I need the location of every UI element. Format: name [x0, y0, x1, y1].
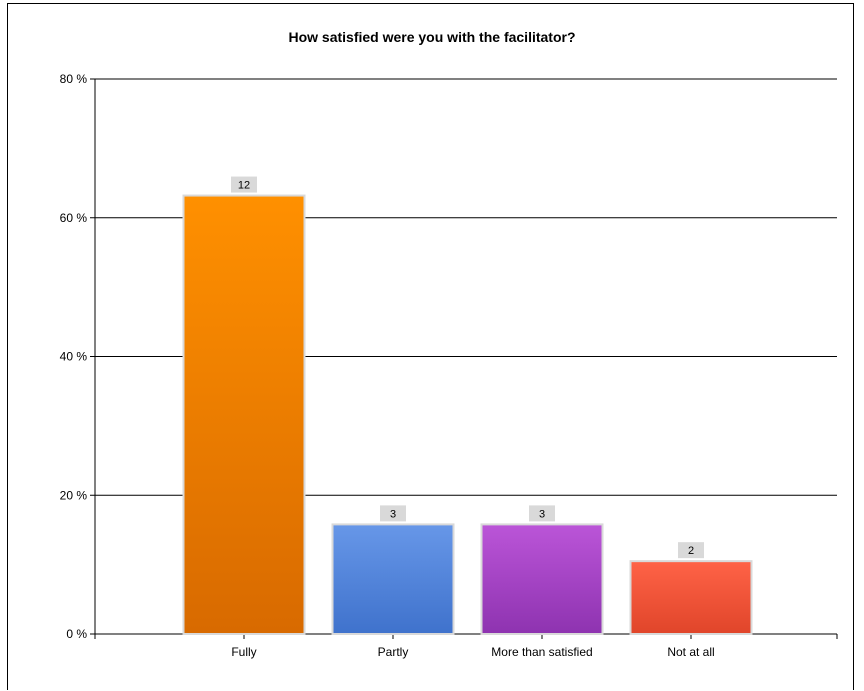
- y-tick-labels: 0 % 20 % 40 % 60 % 80 %: [60, 72, 88, 641]
- bar: [182, 194, 306, 636]
- y-tick-label: 60 %: [60, 211, 88, 225]
- x-tick-label: Not at all: [667, 645, 714, 659]
- chart-frame: How satisfied were you with the facilita…: [7, 3, 854, 690]
- data-label-box: [231, 176, 257, 193]
- x-tick-label: Fully: [231, 645, 256, 659]
- data-label-box: [678, 542, 704, 559]
- y-tick-label: 0 %: [66, 627, 87, 641]
- x-tick-label: More than satisfied: [491, 645, 592, 659]
- data-label-box: [529, 505, 555, 522]
- y-tick-label: 20 %: [60, 488, 88, 502]
- chart-title: How satisfied were you with the facilita…: [288, 29, 575, 45]
- bar: [480, 523, 604, 636]
- data-label-box: [380, 505, 406, 522]
- y-tick-label: 40 %: [60, 350, 88, 364]
- x-tick-labels: Fully Partly More than satisfied Not at all: [231, 645, 714, 659]
- x-tick-label: Partly: [378, 645, 409, 659]
- bars: [182, 194, 753, 636]
- data-labels: 12 3 3 2: [231, 176, 704, 559]
- bar: [629, 560, 753, 635]
- y-tick-label: 80 %: [60, 72, 88, 86]
- data-label: 2: [688, 545, 694, 557]
- bar-chart: How satisfied were you with the facilita…: [60, 29, 838, 659]
- data-label: 3: [539, 508, 545, 520]
- data-label: 12: [238, 180, 250, 192]
- bar: [331, 523, 455, 636]
- data-label: 3: [390, 508, 396, 520]
